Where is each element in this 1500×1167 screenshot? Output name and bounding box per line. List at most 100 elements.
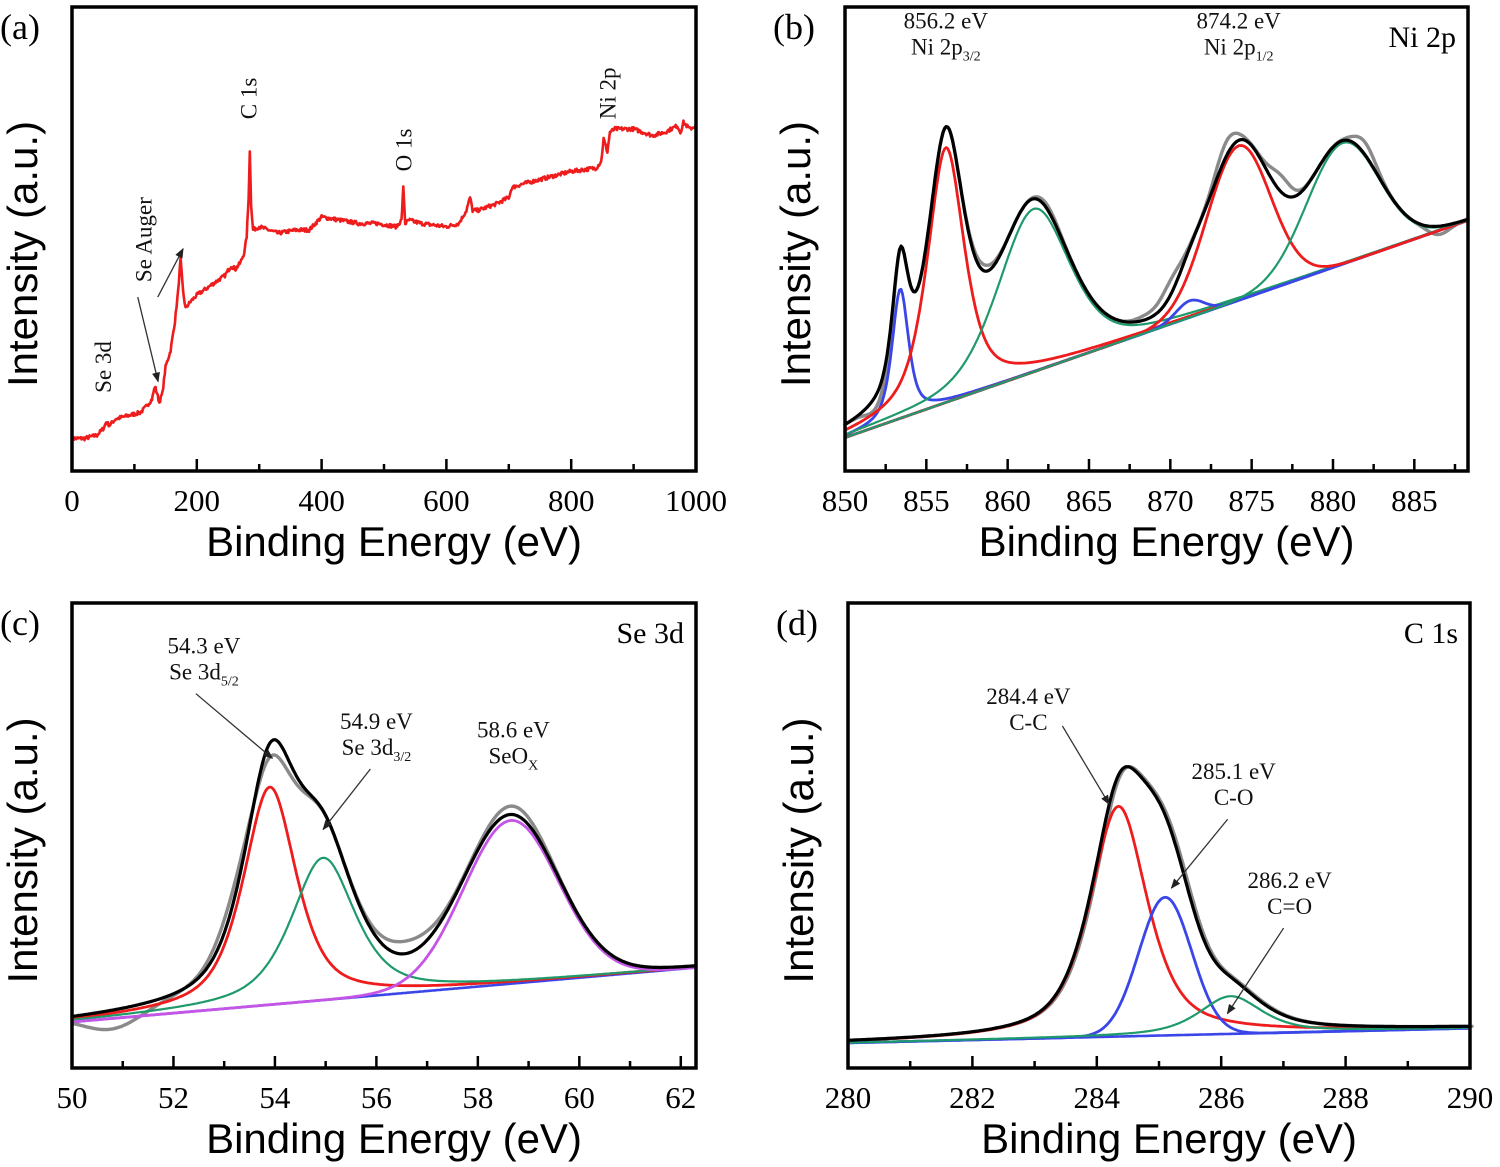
peak-assignment-label: Se 3d5/2 [169,660,239,690]
annotation-arrow [1226,927,1285,1015]
fit-component-line [70,856,698,1021]
fit-component-line [843,144,1470,439]
x-tick-label: 800 [548,483,595,518]
peak-assignment-label: C-O [1214,785,1254,810]
fit-component-line [846,895,1472,1045]
peak-assignment-text: Ni 2p [1204,34,1256,59]
peak-assignment-text: Se 3d [342,735,394,760]
x-tick-label: 288 [1322,1080,1369,1115]
peak-energy-label: 286.2 eV [1247,868,1332,893]
x-tick-label: 54 [259,1080,291,1115]
x-tick-label: 62 [665,1080,696,1115]
x-tick-label: 600 [423,483,470,518]
x-tick-label: 860 [984,483,1031,518]
y-axis-label: Intensity (a.u.) [775,717,822,983]
fit-component-line [70,819,698,1024]
peak-assignment-label: Ni 2p1/2 [1204,34,1274,64]
fit-component-line [843,141,1470,439]
peak-assignment-label: C=O [1267,894,1312,919]
plot-frame [843,5,1470,473]
peak-assignment-label: C-C [1009,710,1047,735]
peak-assignment-text: SeO [488,743,528,768]
panel-a-survey: Se 3d Se Auger C 1s O 1s Ni 2p 0 200 400 600 800 1… [0,5,727,565]
peak-assignment-text: C-O [1214,785,1254,810]
x-tick-label: 284 [1074,1080,1121,1115]
panel-label: (c) [0,603,40,643]
x-tick-label: 865 [1066,483,1113,518]
peak-energy-label: 874.2 eV [1196,8,1281,33]
peak-energy-label: 284.4 eV [986,684,1071,709]
fit-component-line [843,146,1470,432]
peak-assignment-subscript: 5/2 [221,675,239,690]
element-label: Ni 2p [1389,21,1457,54]
annotation-arrow [1170,818,1229,889]
x-tick-label: 56 [361,1080,392,1115]
fit-component-line [846,804,1472,1042]
peak-energy-label: 54.9 eV [340,709,413,734]
x-tick-label: 286 [1198,1080,1245,1115]
panel-label: (a) [0,7,40,47]
peak-assignment-subscript: 1/2 [1256,49,1274,64]
x-tick-label: 282 [949,1080,996,1115]
plot-frame [846,601,1472,1070]
x-tick-label: 855 [903,483,950,518]
panel-d-c1s: 284.4 eVC-C 285.1 eVC-O 286.2 eVC=O 280 282 2… [775,601,1494,1162]
peak-label: Se 3d [91,341,116,393]
plot-frame [70,601,698,1070]
annotation-arrow [157,247,184,298]
peak-assignment-subscript: 3/2 [963,49,981,64]
panel-label: (b) [773,7,815,47]
peak-assignment-subscript: X [528,758,538,773]
x-tick-label: 870 [1147,483,1194,518]
x-axis-label: Binding Energy (eV) [206,518,582,565]
x-tick-label: 50 [57,1080,88,1115]
raw-data-line [70,753,698,1032]
annotation-arrow [195,693,274,759]
x-tick-label: 290 [1447,1080,1494,1115]
y-axis-label: Intensity (a.u.) [0,121,46,387]
x-tick-label: 52 [158,1080,189,1115]
peak-assignment-label: SeOX [488,743,538,773]
peak-assignment-text: Ni 2p [911,34,963,59]
y-axis-label: Intensity (a.u.) [772,121,819,387]
x-tick-label: 880 [1310,483,1357,518]
fit-component-line [846,995,1472,1044]
peak-assignment-text: C=O [1267,894,1312,919]
x-tick-label: 1000 [665,483,727,518]
peak-energy-label: 54.3 eV [167,634,240,659]
survey-spectrum-line [70,119,697,442]
panel-label: (d) [776,603,818,643]
x-axis-label: Binding Energy (eV) [981,1115,1357,1162]
element-label: Se 3d [617,617,685,650]
x-tick-label: 875 [1228,483,1275,518]
peak-label: O 1s [391,128,416,171]
fit-envelope-line [846,765,1472,1042]
peak-energy-label: 856.2 eV [904,8,989,33]
annotation-arrow [1061,725,1110,806]
x-axis-label: Binding Energy (eV) [979,518,1355,565]
peak-assignment-text: Se 3d [169,660,221,685]
x-tick-label: 200 [174,483,221,518]
x-tick-label: 0 [64,483,80,518]
x-tick-label: 280 [825,1080,872,1115]
y-axis-label: Intensity (a.u.) [0,717,46,983]
fit-envelope-line [843,125,1470,426]
peak-energy-label: 58.6 eV [477,717,550,742]
x-axis-label: Binding Energy (eV) [206,1115,582,1162]
x-tick-label: 58 [462,1080,493,1115]
x-tick-label: 885 [1391,483,1438,518]
peak-assignment-label: Se 3d3/2 [342,735,412,765]
peak-assignment-subscript: 3/2 [393,750,411,765]
peak-label: C 1s [237,78,262,120]
fit-component-line [70,785,698,1020]
element-label: C 1s [1404,617,1458,650]
fit-envelope-line [70,738,698,1018]
peak-energy-label: 285.1 eV [1191,759,1276,784]
annotation-arrow [322,768,371,831]
peak-assignment-text: C-C [1009,710,1047,735]
peak-label: Ni 2p [595,67,620,119]
x-tick-label: 850 [822,483,869,518]
